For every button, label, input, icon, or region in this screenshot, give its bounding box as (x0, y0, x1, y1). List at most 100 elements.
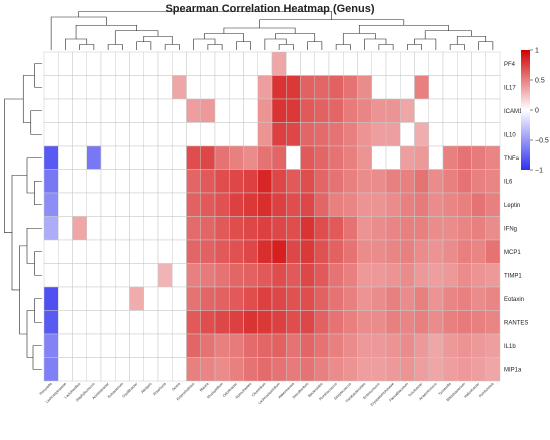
heatmap-cell-12-6 (129, 333, 144, 358)
heatmap-cell-3-6 (129, 122, 144, 147)
heatmap-cell-13-21 (343, 357, 358, 382)
row-label: RANTES (504, 320, 528, 326)
heatmap-cell-5-12 (214, 169, 230, 194)
heatmap-cell-10-9 (172, 286, 187, 311)
column-dendrogram-branch (204, 33, 244, 42)
heatmap-cell-2-9 (172, 98, 187, 123)
heatmap-cell-1-13 (229, 75, 244, 100)
heatmap-cell-10-17 (286, 286, 301, 311)
heatmap-cell-4-19 (314, 145, 330, 170)
heatmap-cell-2-8 (157, 98, 173, 123)
heatmap-cell-11-17 (286, 310, 301, 335)
heatmap-cell-1-17 (286, 75, 301, 100)
heatmap-cell-0-11 (200, 51, 216, 76)
heatmap-cell-0-24 (385, 51, 401, 76)
heatmap-cell-7-31 (485, 216, 501, 241)
heatmap-cell-1-31 (485, 75, 501, 100)
column-dendrogram-branch (278, 44, 294, 50)
heatmap-cell-11-14 (243, 310, 258, 335)
column-dendrogram-branch (236, 41, 251, 50)
heatmap-cell-3-29 (457, 122, 472, 147)
column-dendrogram-branch (75, 24, 137, 39)
heatmap-cell-7-10 (186, 216, 201, 241)
row-dendrogram-branch (30, 110, 42, 135)
column-label: Prevotella (39, 382, 53, 396)
heatmap-cell-7-4 (100, 216, 116, 241)
heatmap-cell-13-30 (471, 357, 486, 382)
column-label: Alistipes (140, 382, 152, 394)
heatmap-cell-2-1 (58, 98, 73, 123)
heatmap-cell-3-7 (143, 122, 159, 147)
heatmap-cell-9-26 (414, 263, 429, 288)
heatmap-cell-2-25 (400, 98, 415, 123)
heatmap-cell-8-13 (229, 239, 244, 264)
heatmap-cell-12-15 (257, 333, 273, 358)
heatmap-cell-5-3 (86, 169, 102, 194)
heatmap-cell-6-20 (328, 192, 344, 217)
heatmap-cell-0-30 (471, 51, 486, 76)
heatmap-cell-4-0 (43, 145, 59, 170)
heatmap-cell-9-1 (58, 263, 73, 288)
column-dendrogram-branch (78, 11, 332, 20)
column-dendrogram-branch (275, 33, 316, 42)
heatmap-cell-3-17 (286, 122, 301, 147)
heatmap-cell-2-12 (214, 98, 230, 123)
heatmap-cell-10-4 (100, 286, 116, 311)
column-dendrogram-branch (449, 44, 465, 50)
heatmap-cell-11-7 (143, 310, 159, 335)
heatmap-cell-13-15 (257, 357, 273, 382)
heatmap-cell-10-3 (86, 286, 102, 311)
heatmap-cell-1-26 (414, 75, 429, 100)
heatmap-cell-4-30 (471, 145, 486, 170)
heatmap-cells (43, 51, 501, 382)
heatmap-cell-11-8 (157, 310, 173, 335)
heatmap-cell-8-30 (471, 239, 486, 264)
heatmap-cell-8-31 (485, 239, 501, 264)
heatmap-cell-13-7 (143, 357, 159, 382)
heatmap-cell-6-28 (442, 192, 458, 217)
heatmap-cell-9-10 (186, 263, 201, 288)
column-dendrogram-branch (223, 27, 296, 34)
column-dendrogram-branch (79, 44, 95, 50)
column-dendrogram-branch (358, 24, 449, 34)
heatmap-cell-1-27 (428, 75, 444, 100)
heatmap-cell-3-31 (485, 122, 501, 147)
row-label: IL1b (504, 344, 516, 350)
heatmap-cell-8-5 (115, 239, 130, 264)
row-dendrogram-branch (34, 298, 42, 323)
heatmap-cell-12-22 (357, 333, 372, 358)
heatmap-cell-5-4 (100, 169, 116, 194)
heatmap-cell-9-6 (129, 263, 144, 288)
heatmap-cell-9-27 (428, 263, 444, 288)
heatmap-cell-13-1 (58, 357, 73, 382)
heatmap-cell-12-20 (328, 333, 344, 358)
heatmap-cell-7-5 (115, 216, 130, 241)
heatmap-cell-12-16 (271, 333, 287, 358)
heatmap-cell-5-28 (442, 169, 458, 194)
heatmap-cell-2-20 (328, 98, 344, 123)
heatmap-cell-7-3 (86, 216, 102, 241)
heatmap-cell-8-17 (286, 239, 301, 264)
heatmap-cell-10-16 (271, 286, 287, 311)
heatmap-cell-3-28 (442, 122, 458, 147)
heatmap-cell-9-2 (72, 263, 87, 288)
heatmap-cell-9-9 (172, 263, 187, 288)
heatmap-cell-6-3 (86, 192, 102, 217)
heatmap-cell-0-15 (257, 51, 273, 76)
heatmap-cell-3-9 (172, 122, 187, 147)
heatmap-cell-13-28 (442, 357, 458, 382)
row-label: MCP1 (504, 250, 521, 256)
column-dendrogram-branch (378, 44, 394, 50)
heatmap-cell-7-9 (172, 216, 187, 241)
heatmap-cell-5-14 (243, 169, 258, 194)
heatmap-cell-4-6 (129, 145, 144, 170)
heatmap-cell-10-28 (442, 286, 458, 311)
heatmap-cell-3-20 (328, 122, 344, 147)
heatmap-cell-2-13 (229, 98, 244, 123)
heatmap-cell-0-31 (485, 51, 501, 76)
heatmap-cell-8-26 (414, 239, 429, 264)
row-label: Eotaxin (504, 297, 524, 303)
heatmap-cell-11-30 (471, 310, 486, 335)
heatmap-cell-5-17 (286, 169, 301, 194)
row-dendrogram-branch (19, 245, 27, 335)
